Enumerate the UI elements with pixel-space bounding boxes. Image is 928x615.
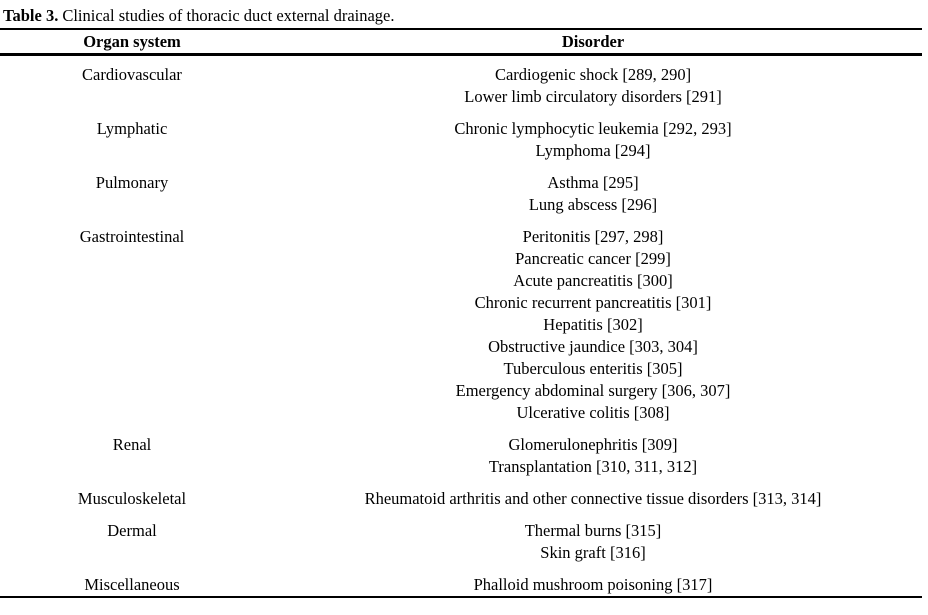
- table-caption: Table 3. Clinical studies of thoracic duc…: [0, 0, 928, 26]
- disorder-line: Hepatitis [302]: [543, 315, 643, 334]
- disorder-line: Ulcerative colitis [308]: [516, 403, 670, 422]
- organ-system-cell: Cardiovascular: [82, 65, 182, 84]
- disorder-cell: Glomerulonephritis [309] Transplantation…: [264, 434, 922, 478]
- organ-system-cell: Miscellaneous: [84, 575, 180, 594]
- table-row: Gastrointestinal Peritonitis [297, 298] …: [0, 226, 922, 424]
- disorder-line: Lung abscess [296]: [528, 195, 658, 214]
- table-row: Cardiovascular Cardiogenic shock [289, 2…: [0, 64, 922, 108]
- disorder-line: Pancreatic cancer [299]: [515, 249, 671, 268]
- disorder-cell: Rheumatoid arthritis and other connectiv…: [264, 488, 922, 510]
- disorder-line: Thermal burns [315]: [524, 521, 662, 540]
- table-row: Pulmonary Asthma [295] Lung abscess [296…: [0, 172, 922, 216]
- disorder-line: Rheumatoid arthritis and other connectiv…: [364, 489, 822, 508]
- disorder-cell: Asthma [295] Lung abscess [296]: [264, 172, 922, 216]
- disorder-line: Transplantation [310, 311, 312]: [488, 457, 698, 476]
- disorder-line: Skin graft [316]: [540, 543, 646, 562]
- disorder-cell: Cardiogenic shock [289, 290] Lower limb …: [264, 64, 922, 108]
- disorder-line: Obstructive jaundice [303, 304]: [488, 337, 698, 356]
- organ-system-cell: Musculoskeletal: [77, 489, 187, 508]
- disorder-line: Acute pancreatitis [300]: [513, 271, 673, 290]
- disorder-cell: Chronic lymphocytic leukemia [292, 293] …: [264, 118, 922, 162]
- table-header-row: Organ system Disorder: [0, 30, 922, 56]
- table-caption-label: Table 3.: [3, 6, 59, 25]
- table-row: Lymphatic Chronic lymphocytic leukemia […: [0, 118, 922, 162]
- table-caption-text: Clinical studies of thoracic duct extern…: [62, 6, 395, 25]
- disorder-line: Emergency abdominal surgery [306, 307]: [455, 381, 731, 400]
- document-page: Table 3. Clinical studies of thoracic duc…: [0, 0, 928, 598]
- disorder-cell: Peritonitis [297, 298] Pancreatic cancer…: [264, 226, 922, 424]
- disorder-line: Glomerulonephritis [309]: [508, 435, 678, 454]
- disorder-line: Lymphoma [294]: [535, 141, 651, 160]
- table-row: Musculoskeletal Rheumatoid arthritis and…: [0, 488, 922, 510]
- clinical-studies-table: Organ system Disorder Cardiovascular Car…: [0, 28, 922, 598]
- disorder-line: Tuberculous enteritis [305]: [503, 359, 683, 378]
- organ-system-cell: Gastrointestinal: [79, 227, 185, 246]
- disorder-line: Peritonitis [297, 298]: [522, 227, 664, 246]
- organ-system-cell: Renal: [112, 435, 152, 454]
- disorder-line: Phalloid mushroom poisoning [317]: [473, 575, 713, 594]
- disorder-line: Cardiogenic shock [289, 290]: [494, 65, 692, 84]
- table-row: Renal Glomerulonephritis [309] Transplan…: [0, 434, 922, 478]
- disorder-cell: Thermal burns [315] Skin graft [316]: [264, 520, 922, 564]
- column-header-organ-system: Organ system: [83, 32, 181, 51]
- disorder-cell: Phalloid mushroom poisoning [317]: [264, 574, 922, 596]
- organ-system-cell: Pulmonary: [95, 173, 169, 192]
- table-row: Miscellaneous Phalloid mushroom poisonin…: [0, 574, 922, 596]
- organ-system-cell: Dermal: [107, 521, 157, 540]
- disorder-line: Chronic recurrent pancreatitis [301]: [474, 293, 712, 312]
- disorder-line: Lower limb circulatory disorders [291]: [464, 87, 722, 106]
- column-header-disorder: Disorder: [561, 32, 625, 51]
- organ-system-cell: Lymphatic: [96, 119, 168, 138]
- table-row: Dermal Thermal burns [315] Skin graft [3…: [0, 520, 922, 564]
- disorder-line: Chronic lymphocytic leukemia [292, 293]: [454, 119, 732, 138]
- disorder-line: Asthma [295]: [547, 173, 639, 192]
- table-body: Cardiovascular Cardiogenic shock [289, 2…: [0, 56, 922, 596]
